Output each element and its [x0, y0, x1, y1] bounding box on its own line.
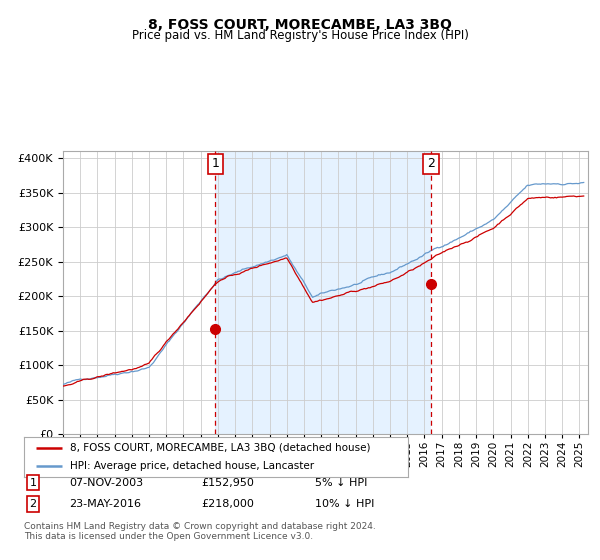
Text: Price paid vs. HM Land Registry's House Price Index (HPI): Price paid vs. HM Land Registry's House …	[131, 29, 469, 42]
Text: 8, FOSS COURT, MORECAMBE, LA3 3BQ: 8, FOSS COURT, MORECAMBE, LA3 3BQ	[148, 18, 452, 32]
Text: £152,950: £152,950	[201, 478, 254, 488]
Text: 23-MAY-2016: 23-MAY-2016	[69, 499, 141, 509]
Text: 1: 1	[29, 478, 37, 488]
Text: 2: 2	[427, 157, 435, 170]
Bar	[215, 151, 431, 434]
Text: 10% ↓ HPI: 10% ↓ HPI	[315, 499, 374, 509]
Text: 8, FOSS COURT, MORECAMBE, LA3 3BQ (detached house): 8, FOSS COURT, MORECAMBE, LA3 3BQ (detac…	[70, 443, 371, 452]
Text: This data is licensed under the Open Government Licence v3.0.: This data is licensed under the Open Gov…	[24, 532, 313, 541]
Text: 07-NOV-2003: 07-NOV-2003	[69, 478, 143, 488]
Text: 2: 2	[29, 499, 37, 509]
Text: HPI: Average price, detached house, Lancaster: HPI: Average price, detached house, Lanc…	[70, 461, 314, 471]
Text: £218,000: £218,000	[201, 499, 254, 509]
Text: 5% ↓ HPI: 5% ↓ HPI	[315, 478, 367, 488]
Text: Contains HM Land Registry data © Crown copyright and database right 2024.: Contains HM Land Registry data © Crown c…	[24, 522, 376, 531]
Text: 1: 1	[211, 157, 220, 170]
